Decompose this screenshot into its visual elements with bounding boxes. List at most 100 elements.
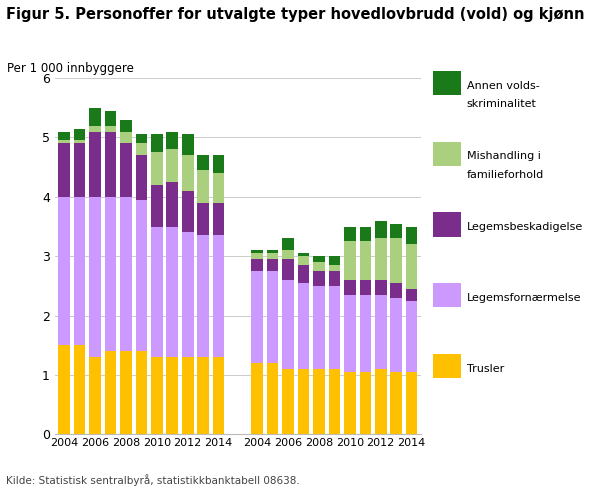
Bar [74, 141, 85, 143]
Bar [267, 271, 278, 363]
Bar [390, 224, 402, 239]
Bar [298, 283, 309, 369]
Bar [298, 369, 309, 434]
Bar [198, 235, 209, 357]
Bar [251, 253, 263, 259]
Bar [120, 131, 132, 143]
Bar [167, 131, 178, 149]
Bar [282, 250, 294, 259]
Bar [105, 111, 117, 125]
Bar [329, 286, 340, 369]
Bar [167, 149, 178, 182]
Bar [74, 143, 85, 197]
Bar [267, 250, 278, 253]
Bar [59, 143, 70, 197]
Bar [120, 197, 132, 351]
Bar [344, 280, 356, 295]
Bar [344, 242, 356, 280]
Bar [213, 357, 224, 434]
Bar [135, 155, 147, 200]
Bar [313, 262, 325, 271]
Bar [251, 250, 263, 253]
Text: familieforhold: familieforhold [467, 170, 544, 180]
Bar [167, 226, 178, 357]
Bar [359, 295, 371, 372]
Text: Legemsbeskadigelse: Legemsbeskadigelse [467, 222, 583, 232]
Bar [151, 226, 163, 357]
Bar [213, 155, 224, 173]
Bar [359, 226, 371, 242]
Text: Per 1 000 innbyggere: Per 1 000 innbyggere [7, 61, 134, 75]
Bar [375, 221, 387, 239]
Bar [298, 256, 309, 265]
Bar [89, 357, 101, 434]
Bar [182, 232, 193, 357]
Bar [344, 372, 356, 434]
Bar [298, 265, 309, 283]
Bar [267, 259, 278, 271]
Bar [105, 197, 117, 351]
Bar [282, 259, 294, 280]
Bar [59, 131, 70, 141]
Bar [105, 351, 117, 434]
Text: Kilde: Statistisk sentralbyrå, statistikkbanktabell 08638.: Kilde: Statistisk sentralbyrå, statistik… [6, 474, 300, 486]
Bar [105, 132, 117, 197]
Bar [89, 125, 101, 131]
Bar [151, 135, 163, 152]
Bar [167, 357, 178, 434]
Bar [406, 301, 417, 372]
Bar [89, 197, 101, 357]
Bar [375, 280, 387, 295]
Bar [329, 256, 340, 265]
Bar [329, 271, 340, 286]
Bar [344, 295, 356, 372]
Bar [313, 369, 325, 434]
Bar [298, 253, 309, 256]
Bar [406, 289, 417, 301]
Text: Mishandling i: Mishandling i [467, 151, 540, 161]
Bar [375, 369, 387, 434]
Bar [359, 242, 371, 280]
Bar [313, 271, 325, 286]
Bar [213, 173, 224, 203]
Bar [182, 191, 193, 232]
Bar [105, 125, 117, 132]
Bar [182, 135, 193, 155]
Bar [182, 357, 193, 434]
Bar [198, 203, 209, 235]
Bar [135, 135, 147, 143]
Bar [390, 298, 402, 372]
Bar [120, 120, 132, 132]
Bar [182, 155, 193, 191]
Text: Figur 5. Personoffer for utvalgte typer hovedlovbrudd (vold) og kjønn: Figur 5. Personoffer for utvalgte typer … [6, 7, 584, 22]
Bar [59, 141, 70, 143]
Bar [267, 363, 278, 434]
Bar [267, 253, 278, 259]
Bar [59, 346, 70, 434]
Bar [406, 244, 417, 289]
Bar [390, 372, 402, 434]
Bar [120, 351, 132, 434]
Bar [151, 357, 163, 434]
Bar [406, 226, 417, 244]
Bar [390, 239, 402, 283]
Bar [375, 295, 387, 369]
Bar [313, 256, 325, 262]
Bar [213, 203, 224, 235]
Bar [359, 372, 371, 434]
Text: skriminalitet: skriminalitet [467, 99, 537, 109]
Bar [135, 200, 147, 351]
Text: Trusler: Trusler [467, 364, 504, 373]
Bar [74, 128, 85, 141]
Bar [151, 152, 163, 185]
Bar [198, 155, 209, 170]
Bar [89, 132, 101, 197]
Text: Annen volds-: Annen volds- [467, 81, 539, 90]
Bar [329, 265, 340, 271]
Bar [282, 238, 294, 250]
Bar [135, 143, 147, 155]
Bar [59, 197, 70, 346]
Bar [198, 357, 209, 434]
Bar [251, 271, 263, 363]
Bar [359, 280, 371, 295]
